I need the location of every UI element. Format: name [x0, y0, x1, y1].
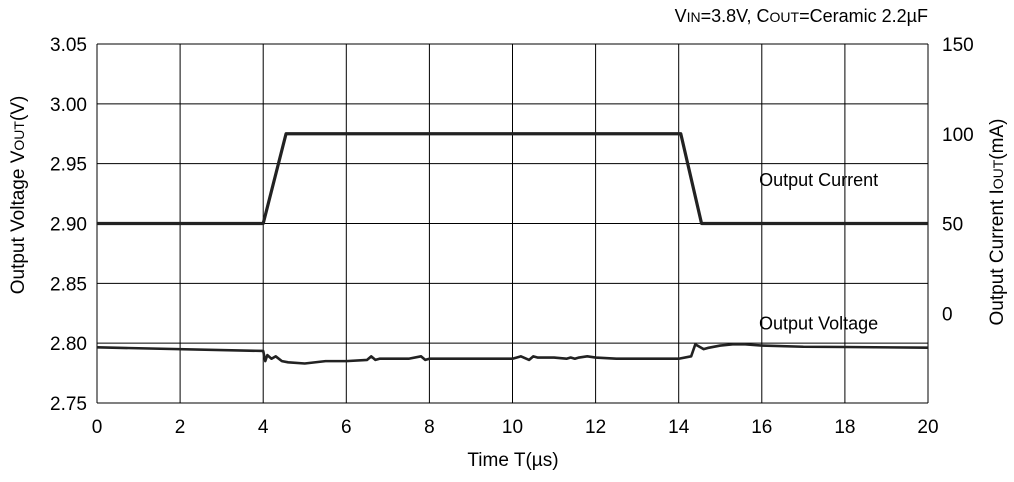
series-line-output-voltage	[96, 343, 929, 365]
x-tick-label: 12	[585, 417, 606, 438]
y-left-tick-label: 2.80	[50, 334, 87, 355]
y-left-axis-title: Output Voltage VOUT(V)	[8, 96, 29, 295]
y-left-tick-label: 2.90	[50, 215, 87, 236]
x-tick-label: 18	[834, 417, 855, 438]
x-tick-label: 0	[92, 417, 103, 438]
y-right-tick-label: 100	[942, 125, 974, 146]
series-annotation: Output Voltage	[759, 313, 878, 333]
x-tick-label: 20	[917, 417, 938, 438]
x-tick-label: 16	[751, 417, 772, 438]
y-left-tick-label: 2.85	[50, 274, 87, 295]
y-right-tick-label: 150	[942, 35, 974, 56]
x-axis-title: Time T(µs)	[467, 450, 558, 471]
tick-label-layer: 0 2 4 6 8 10 12 14 16 18 20 2.75 2.80 2.85 2.90 2.95 3.0…	[50, 35, 974, 438]
condition-label: VIN=3.8V, COUT=Ceramic 2.2µF	[675, 6, 928, 26]
x-tick-label: 6	[341, 417, 352, 438]
x-tick-label: 8	[424, 417, 435, 438]
x-tick-label: 4	[258, 417, 269, 438]
series-annotation: Output Current	[759, 170, 878, 190]
y-right-axis-title: Output Current IOUT(mA)	[987, 119, 1008, 326]
y-right-tick-label: 50	[942, 215, 963, 236]
x-tick-label: 10	[502, 417, 523, 438]
x-tick-label: 2	[175, 417, 186, 438]
grid-layer	[96, 43, 929, 404]
series-line-output-current	[97, 132, 928, 226]
x-tick-label: 14	[668, 417, 690, 438]
y-left-tick-label: 3.05	[50, 35, 87, 56]
annotation-layer: Output Current Output Voltage	[759, 170, 878, 334]
y-left-tick-label: 2.95	[50, 155, 87, 176]
y-right-tick-label: 0	[942, 304, 953, 325]
series-layer	[96, 132, 929, 365]
y-left-tick-label: 2.75	[50, 394, 87, 415]
y-left-tick-label: 3.00	[50, 95, 87, 116]
